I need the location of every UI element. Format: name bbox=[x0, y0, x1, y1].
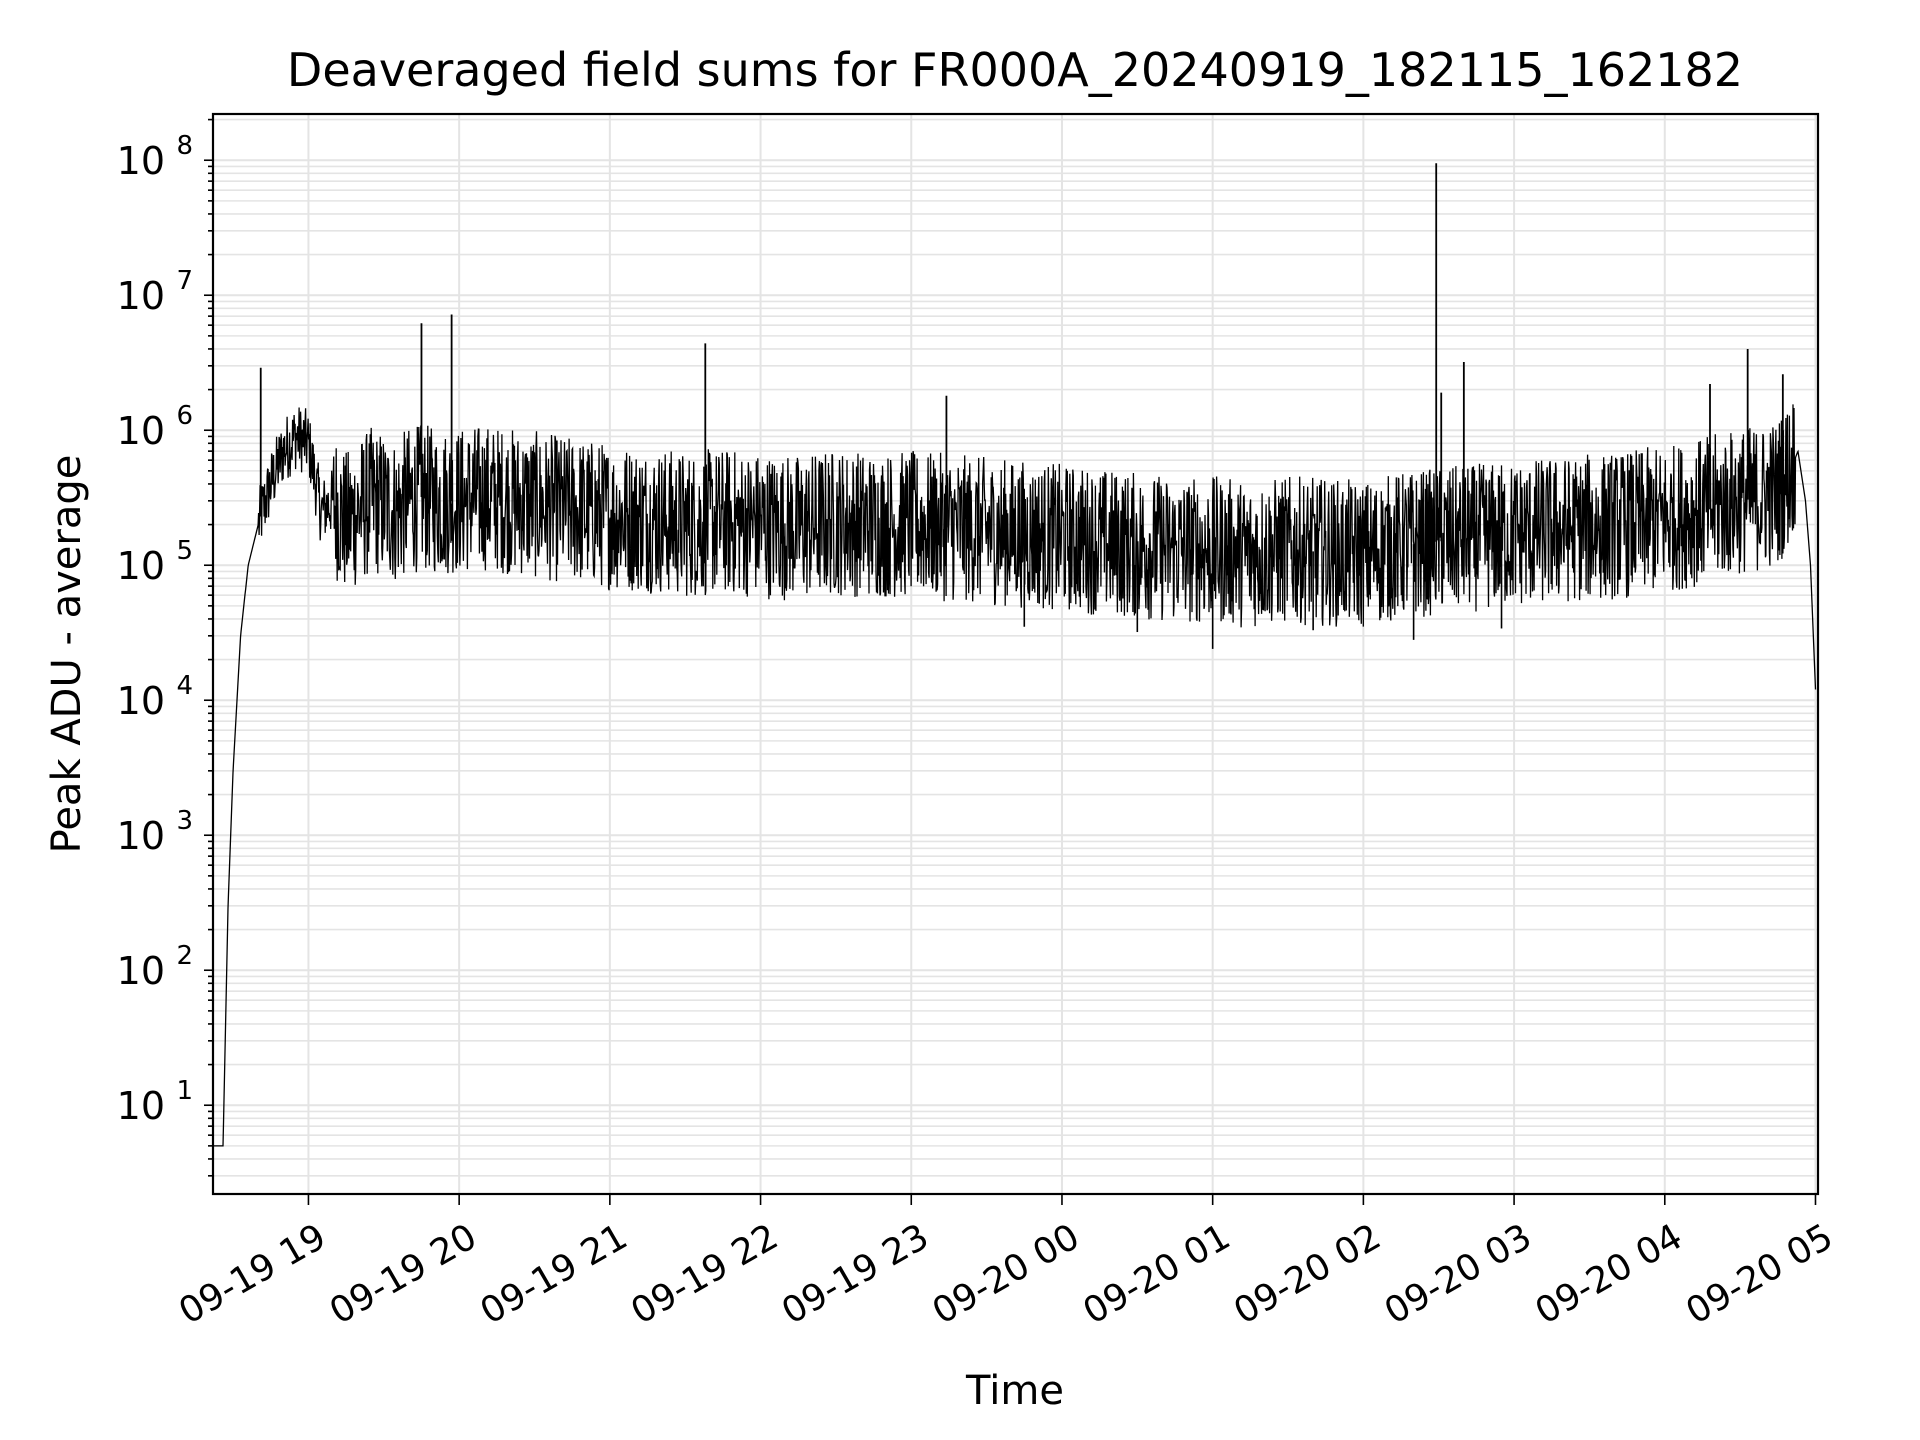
y-tick-label: 10 bbox=[117, 409, 165, 453]
x-tick-label: 09-20 04 bbox=[1529, 1216, 1690, 1332]
x-tick-label: 09-19 23 bbox=[775, 1216, 936, 1332]
y-tick-exponent: 3 bbox=[176, 806, 193, 836]
x-tick-label: 09-19 19 bbox=[172, 1216, 333, 1332]
series-line bbox=[213, 163, 1817, 1147]
x-tick-label: 09-20 03 bbox=[1378, 1216, 1539, 1332]
x-tick-label: 09-20 01 bbox=[1076, 1216, 1237, 1332]
y-tick-exponent: 8 bbox=[176, 131, 193, 161]
x-tick-label: 09-19 21 bbox=[474, 1216, 635, 1332]
x-tick-label: 09-19 22 bbox=[624, 1216, 785, 1332]
y-axis-label: Peak ADU - average bbox=[44, 455, 90, 854]
y-tick-label: 10 bbox=[117, 139, 165, 183]
y-tick-exponent: 2 bbox=[176, 941, 193, 971]
y-tick-label: 10 bbox=[117, 544, 165, 588]
y-tick-label: 10 bbox=[117, 1084, 165, 1128]
y-tick-exponent: 6 bbox=[176, 401, 193, 431]
y-tick-label: 10 bbox=[117, 949, 165, 993]
grid bbox=[213, 114, 1818, 1194]
plot-frame bbox=[211, 112, 1820, 1196]
y-axis: 10 1 10 2 10 3 10 4 10 5 10 6 10 7 10 8 bbox=[117, 118, 213, 1177]
y-tick-label: 10 bbox=[117, 274, 165, 318]
y-tick-exponent: 5 bbox=[176, 536, 193, 566]
y-tick-exponent: 7 bbox=[176, 266, 193, 296]
x-tick-label: 09-20 02 bbox=[1227, 1216, 1388, 1332]
y-tick-exponent: 4 bbox=[176, 671, 193, 701]
x-tick-label: 09-20 05 bbox=[1679, 1216, 1840, 1332]
chart-title: Deaveraged field sums for FR000A_2024091… bbox=[287, 43, 1743, 97]
y-tick-exponent: 1 bbox=[176, 1076, 193, 1106]
x-axis-label: Time bbox=[965, 1368, 1064, 1414]
y-tick-label: 10 bbox=[117, 679, 165, 723]
y-tick-label: 10 bbox=[117, 814, 165, 858]
series-trace bbox=[213, 404, 1817, 1147]
x-tick-label: 09-20 00 bbox=[926, 1216, 1087, 1332]
x-tick-label: 09-19 20 bbox=[323, 1216, 484, 1332]
